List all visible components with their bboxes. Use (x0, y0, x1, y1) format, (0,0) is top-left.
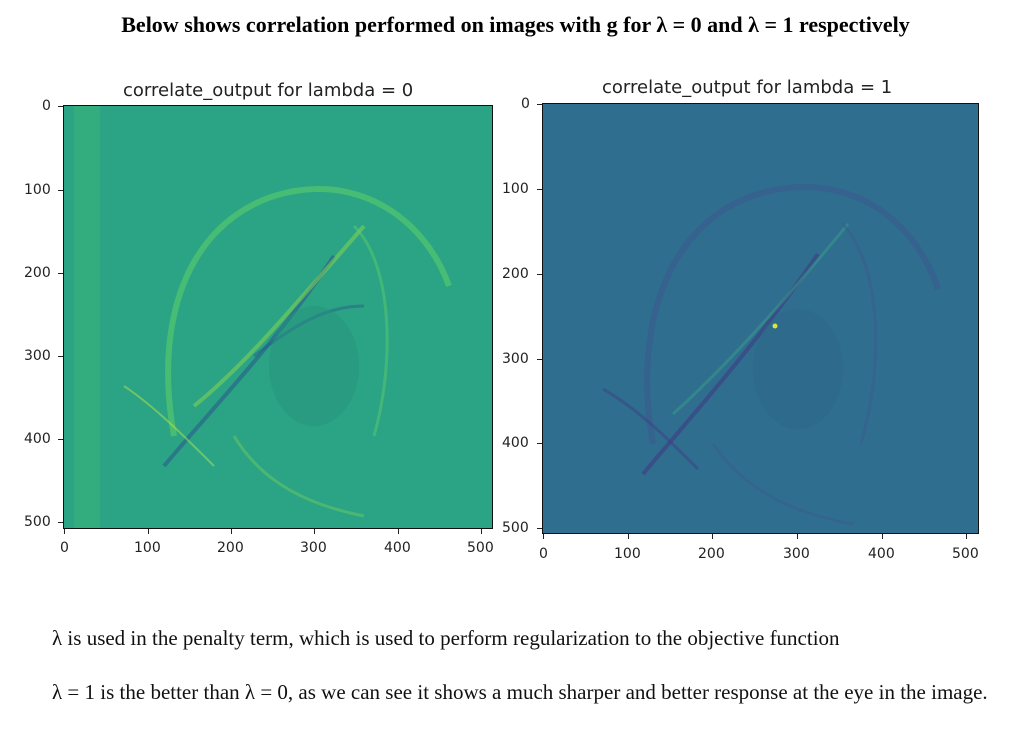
paragraph-lambda-explanation: λ is used in the penalty term, which is … (52, 626, 840, 650)
y-tick-right-200 (537, 274, 542, 275)
x-tick-left-300 (314, 529, 315, 534)
x-tick-left-200 (231, 529, 232, 534)
y-tick-label: 100 (502, 181, 529, 197)
y-tick-label: 200 (24, 265, 51, 281)
x-tick-label: 500 (467, 540, 494, 556)
x-tick-label: 0 (60, 540, 69, 556)
y-tick-right-500 (537, 528, 542, 529)
x-tick-right-100 (628, 534, 629, 539)
x-tick-left-100 (148, 529, 149, 534)
y-tick-label: 500 (24, 514, 51, 530)
x-tick-label: 200 (698, 546, 725, 562)
x-tick-left-400 (398, 529, 399, 534)
x-tick-right-400 (882, 534, 883, 539)
x-tick-label: 100 (134, 540, 161, 556)
x-tick-right-300 (797, 534, 798, 539)
image-plot-lambda-0 (63, 105, 493, 529)
x-tick-right-500 (966, 534, 967, 539)
y-tick-label: 100 (24, 182, 51, 198)
y-tick-left-0 (58, 106, 63, 107)
y-tick-left-100 (58, 190, 63, 191)
x-tick-label: 400 (868, 546, 895, 562)
y-tick-label: 200 (502, 266, 529, 282)
y-tick-label: 300 (502, 351, 529, 367)
y-tick-right-400 (537, 443, 542, 444)
x-tick-left-500 (481, 529, 482, 534)
paragraph-comparison: λ = 1 is the better than λ = 0, as we ca… (52, 680, 988, 704)
y-tick-left-400 (58, 439, 63, 440)
y-tick-label: 300 (24, 348, 51, 364)
panel-title-lambda-1: correlate_output for lambda = 1 (602, 77, 893, 98)
page-heading: Below shows correlation performed on ima… (121, 12, 910, 37)
y-tick-right-0 (537, 104, 542, 105)
y-tick-left-300 (58, 356, 63, 357)
y-tick-right-100 (537, 189, 542, 190)
y-tick-label: 500 (502, 520, 529, 536)
x-tick-right-0 (543, 534, 544, 539)
correlation-image-lambda-1 (543, 104, 978, 533)
x-tick-label: 300 (300, 540, 327, 556)
x-tick-label: 0 (539, 546, 548, 562)
x-tick-label: 400 (384, 540, 411, 556)
image-plot-lambda-1 (542, 103, 979, 534)
panel-title-lambda-0: correlate_output for lambda = 0 (123, 80, 414, 101)
x-tick-label: 500 (952, 546, 979, 562)
y-tick-label: 0 (42, 98, 51, 114)
correlation-image-lambda-0 (64, 106, 492, 528)
y-tick-label: 400 (502, 435, 529, 451)
x-tick-label: 300 (783, 546, 810, 562)
y-tick-left-200 (58, 273, 63, 274)
y-tick-right-300 (537, 359, 542, 360)
x-tick-right-200 (712, 534, 713, 539)
y-tick-label: 0 (521, 96, 530, 112)
y-tick-label: 400 (24, 431, 51, 447)
y-tick-left-500 (58, 522, 63, 523)
x-tick-left-0 (64, 529, 65, 534)
x-tick-label: 100 (614, 546, 641, 562)
x-tick-label: 200 (217, 540, 244, 556)
